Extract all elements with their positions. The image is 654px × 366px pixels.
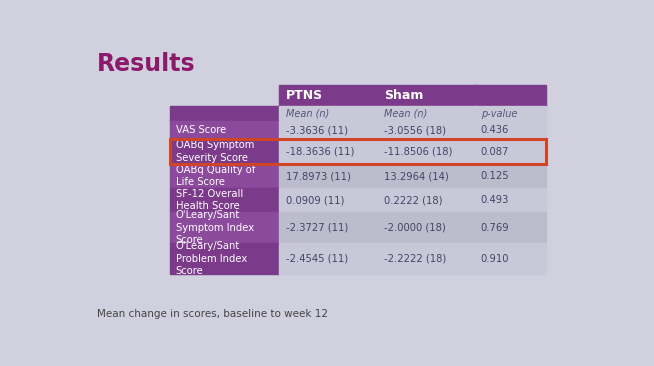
Text: -2.2222 (18): -2.2222 (18)	[385, 254, 447, 264]
Text: 13.2964 (14): 13.2964 (14)	[385, 171, 449, 181]
Text: 17.8973 (11): 17.8973 (11)	[286, 171, 351, 181]
Bar	[475, 106, 545, 122]
Text: -18.3636 (11): -18.3636 (11)	[286, 146, 354, 157]
Bar	[279, 139, 378, 164]
Bar	[475, 164, 545, 188]
Bar	[171, 243, 279, 274]
Text: O'Leary/Sant
Problem Index
Score: O'Leary/Sant Problem Index Score	[175, 241, 247, 276]
Text: -2.4545 (11): -2.4545 (11)	[286, 254, 348, 264]
Bar	[171, 139, 545, 164]
Text: -3.3636 (11): -3.3636 (11)	[286, 125, 347, 135]
Text: -2.3727 (11): -2.3727 (11)	[286, 223, 348, 233]
Bar	[279, 85, 378, 106]
Bar	[171, 212, 279, 243]
Text: VAS Score: VAS Score	[175, 125, 226, 135]
Text: Mean (n): Mean (n)	[286, 109, 329, 119]
Text: OABq Quality of
Life Score: OABq Quality of Life Score	[175, 165, 255, 187]
Bar	[171, 164, 279, 188]
Bar	[378, 122, 477, 139]
Text: -2.0000 (18): -2.0000 (18)	[385, 223, 446, 233]
Bar	[475, 188, 545, 212]
Text: 0.125: 0.125	[481, 171, 509, 181]
Bar	[279, 106, 378, 122]
Bar	[279, 243, 378, 274]
Text: 0.769: 0.769	[481, 223, 509, 233]
Bar	[279, 188, 378, 212]
Text: 0.087: 0.087	[481, 146, 509, 157]
Bar	[171, 122, 279, 139]
Bar	[279, 212, 378, 243]
Bar	[171, 106, 279, 122]
Text: Results: Results	[97, 52, 196, 76]
Bar	[378, 212, 477, 243]
Bar	[378, 139, 477, 164]
Bar	[475, 139, 545, 164]
Bar	[378, 243, 477, 274]
Text: O'Leary/Sant
Symptom Index
Score: O'Leary/Sant Symptom Index Score	[175, 210, 254, 245]
Text: -3.0556 (18): -3.0556 (18)	[385, 125, 446, 135]
Text: 0.436: 0.436	[481, 125, 509, 135]
Bar	[475, 212, 545, 243]
Bar	[475, 85, 545, 106]
Text: 0.910: 0.910	[481, 254, 509, 264]
Text: Sham: Sham	[385, 89, 424, 102]
Bar	[378, 188, 477, 212]
Text: SF-12 Overall
Health Score: SF-12 Overall Health Score	[175, 189, 243, 212]
Bar	[475, 122, 545, 139]
Bar	[279, 164, 378, 188]
Text: 0.493: 0.493	[481, 195, 509, 205]
Bar	[171, 85, 279, 106]
Text: -11.8506 (18): -11.8506 (18)	[385, 146, 453, 157]
Text: Mean change in scores, baseline to week 12: Mean change in scores, baseline to week …	[97, 309, 328, 319]
Text: OABq Symptom
Severity Score: OABq Symptom Severity Score	[175, 141, 254, 163]
Bar	[279, 122, 378, 139]
Text: p-value: p-value	[481, 109, 517, 119]
Bar	[171, 139, 279, 164]
Text: Mean (n): Mean (n)	[385, 109, 428, 119]
Text: 0.0909 (11): 0.0909 (11)	[286, 195, 344, 205]
Bar	[475, 243, 545, 274]
Bar	[378, 164, 477, 188]
Bar	[171, 188, 279, 212]
Bar	[378, 85, 477, 106]
Text: 0.2222 (18): 0.2222 (18)	[385, 195, 443, 205]
Bar	[378, 106, 477, 122]
Text: PTNS: PTNS	[286, 89, 322, 102]
